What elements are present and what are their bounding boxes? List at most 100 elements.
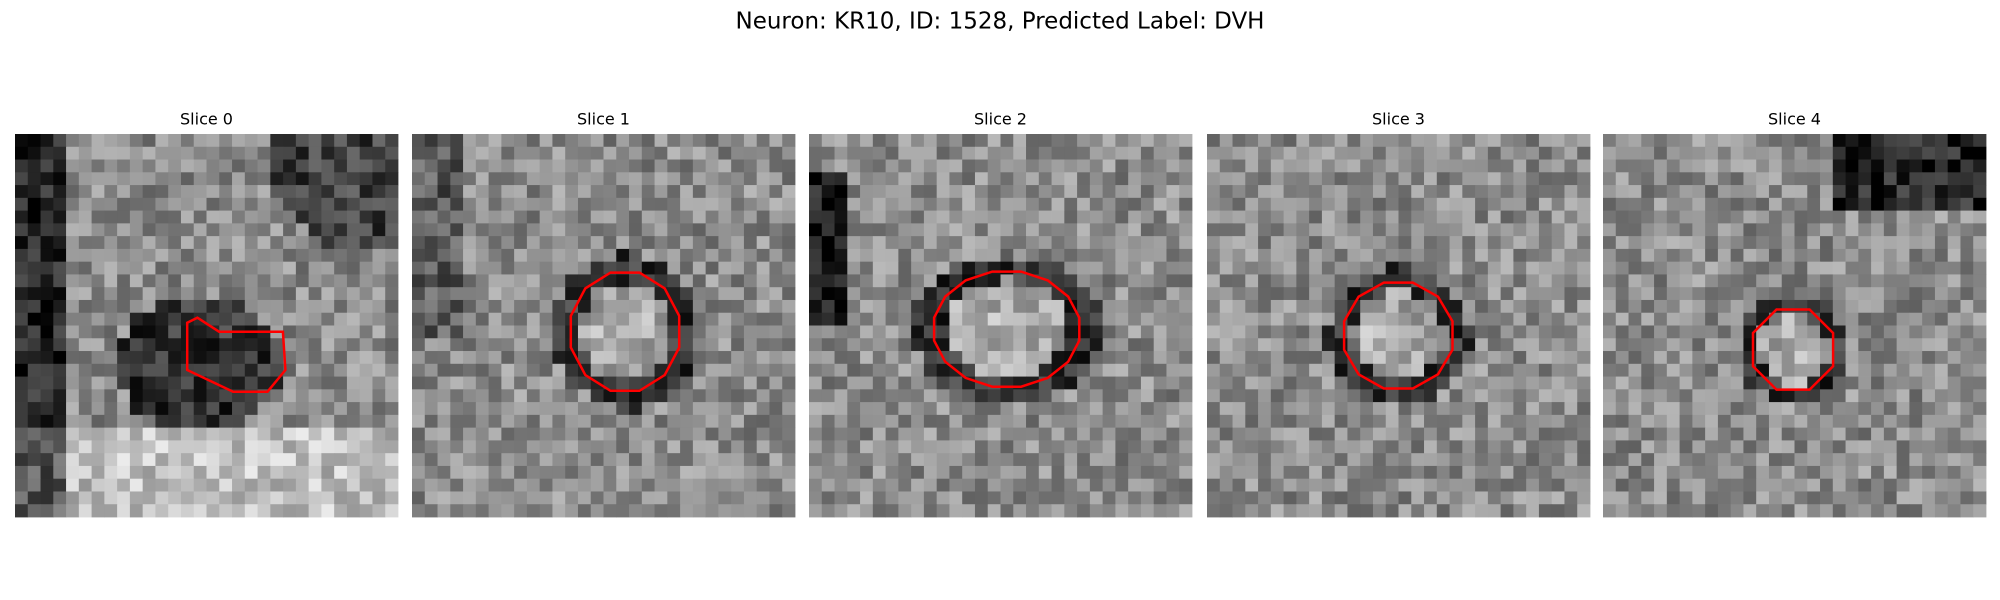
image-pixel	[1654, 223, 1668, 237]
image-pixel	[1321, 287, 1336, 301]
image-pixel	[1360, 351, 1374, 365]
image-pixel	[936, 299, 950, 314]
image-pixel	[1334, 504, 1348, 518]
image-pixel	[15, 172, 29, 186]
image-pixel	[1871, 402, 1885, 416]
image-pixel	[1270, 312, 1284, 326]
image-pixel	[974, 287, 989, 301]
image-pixel	[514, 197, 528, 211]
image-pixel	[270, 363, 284, 377]
image-pixel	[66, 478, 80, 492]
image-pixel	[1692, 274, 1706, 288]
image-pixel	[91, 389, 105, 403]
image-pixel	[91, 427, 105, 441]
image-pixel	[782, 351, 796, 365]
image-pixel	[1207, 427, 1221, 441]
image-pixel	[667, 248, 681, 263]
image-pixel	[1475, 134, 1489, 148]
image-pixel	[1462, 159, 1476, 173]
image-pixel	[1038, 351, 1052, 365]
image-pixel	[705, 414, 719, 429]
image-pixel	[898, 159, 912, 173]
image-pixel	[1538, 389, 1553, 403]
image-pixel	[1641, 491, 1655, 505]
image-pixel	[1347, 478, 1361, 492]
image-pixel	[1258, 402, 1272, 416]
image-pixel	[91, 159, 105, 173]
image-pixel	[308, 146, 322, 160]
image-pixel	[321, 261, 335, 275]
image-pixel	[257, 134, 271, 148]
image-pixel	[1615, 312, 1629, 326]
image-pixel	[1858, 248, 1872, 263]
image-pixel	[756, 376, 770, 390]
image-pixel	[15, 402, 29, 416]
image-pixel	[1794, 440, 1808, 454]
image-pixel	[1666, 363, 1680, 377]
image-pixel	[1270, 465, 1284, 480]
image-pixel	[731, 478, 745, 492]
image-pixel	[680, 351, 694, 365]
image-pixel	[104, 402, 118, 416]
image-pixel	[1179, 389, 1193, 403]
image-pixel	[641, 427, 655, 441]
image-pixel	[1219, 185, 1233, 199]
image-pixel	[1960, 210, 1974, 224]
image-pixel	[923, 134, 938, 148]
image-pixel	[219, 427, 233, 441]
image-pixel	[1628, 223, 1642, 237]
image-pixel	[1603, 453, 1617, 467]
image-pixel	[142, 478, 156, 492]
image-pixel	[1564, 504, 1578, 518]
image-pixel	[385, 172, 399, 186]
image-pixel	[1283, 134, 1297, 148]
image-pixel	[526, 440, 541, 454]
image-pixel	[1321, 363, 1336, 377]
image-pixel	[692, 210, 707, 224]
image-pixel	[1717, 389, 1732, 403]
image-pixel	[667, 325, 681, 339]
image-pixel	[1140, 414, 1155, 429]
image-pixel	[257, 172, 271, 186]
image-pixel	[359, 185, 373, 199]
image-pixel	[1321, 389, 1336, 403]
image-pixel	[1666, 465, 1680, 480]
image-pixel	[860, 236, 874, 250]
image-pixel	[718, 185, 732, 199]
image-pixel	[590, 197, 604, 211]
image-pixel	[1705, 299, 1719, 314]
image-pixel	[1960, 261, 1974, 275]
image-pixel	[974, 197, 989, 211]
image-pixel	[1922, 453, 1936, 467]
image-pixel	[1026, 363, 1040, 377]
image-pixel	[412, 414, 426, 429]
image-pixel	[514, 223, 528, 237]
image-pixel	[809, 363, 823, 377]
image-pixel	[552, 338, 566, 352]
image-pixel	[1692, 236, 1706, 250]
image-pixel	[1500, 287, 1514, 301]
image-pixel	[321, 325, 335, 339]
image-pixel	[898, 134, 912, 148]
image-pixel	[129, 389, 144, 403]
image-pixel	[180, 159, 195, 173]
image-pixel	[1000, 223, 1014, 237]
image-pixel	[283, 465, 297, 480]
image-pixel	[1347, 172, 1361, 186]
image-pixel	[1679, 223, 1693, 237]
image-pixel	[809, 338, 823, 352]
image-pixel	[1128, 504, 1142, 518]
image-pixel	[1500, 465, 1514, 480]
image-pixel	[629, 389, 643, 403]
image-pixel	[1513, 427, 1527, 441]
image-pixel	[1768, 402, 1783, 416]
image-pixel	[1756, 261, 1770, 275]
image-pixel	[1705, 146, 1719, 160]
image-pixel	[1845, 210, 1859, 224]
image-pixel	[1064, 389, 1078, 403]
image-pixel	[1922, 414, 1936, 429]
image-pixel	[565, 376, 579, 390]
image-pixel	[1845, 414, 1859, 429]
image-pixel	[1743, 453, 1757, 467]
slice-panel: Slice 0	[15, 110, 399, 518]
